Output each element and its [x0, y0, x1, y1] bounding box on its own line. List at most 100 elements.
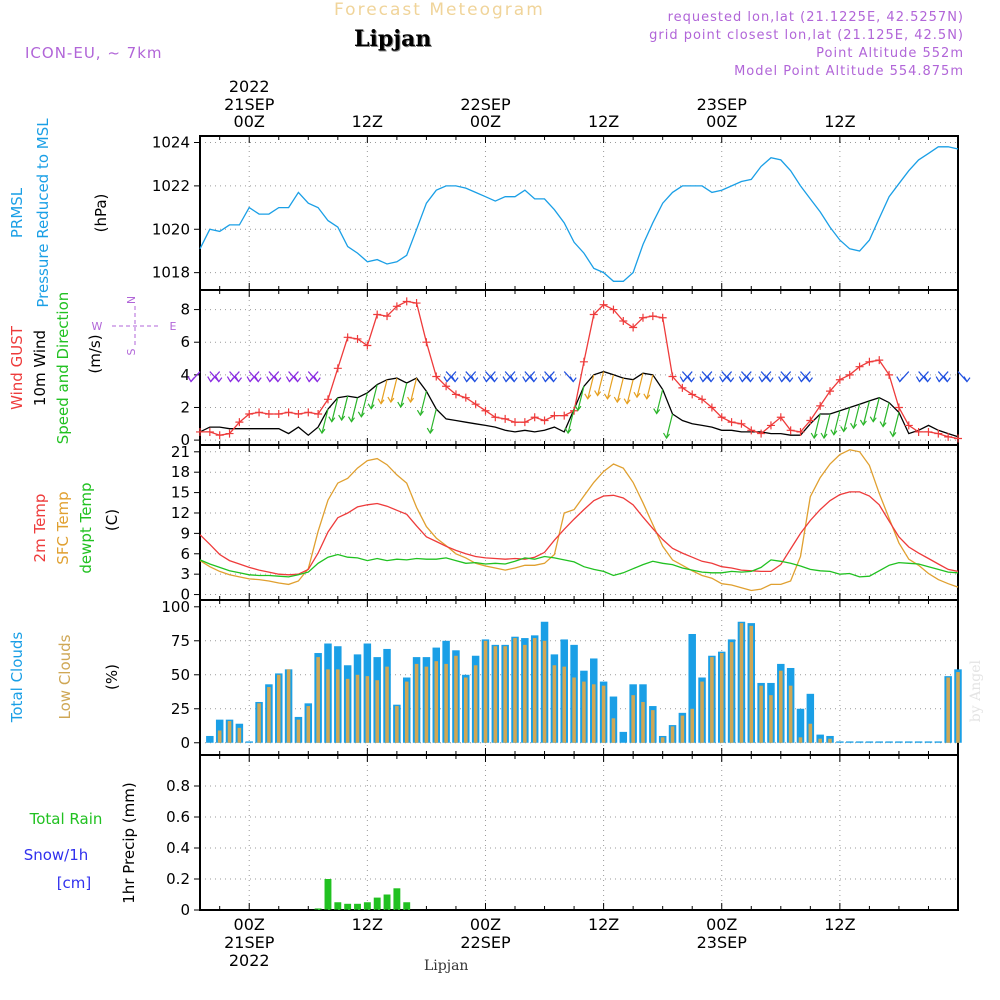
- gust-marker: [668, 372, 677, 381]
- wind-arrow-head: [699, 376, 707, 383]
- wind-arrow-head: [387, 396, 395, 404]
- gust-marker: [717, 413, 726, 422]
- wind-arrow-head: [463, 376, 471, 383]
- low-cloud-bar: [414, 663, 419, 743]
- wind-direction-arrow: [646, 374, 654, 399]
- top-hour-label: 00Z: [706, 112, 737, 131]
- top-hour-label: 00Z: [234, 112, 265, 131]
- y-tick-label: 25: [171, 700, 190, 718]
- gust-marker: [914, 427, 923, 436]
- gust-marker: [934, 429, 943, 438]
- wind-direction-arrow: [852, 404, 861, 429]
- sfc-temp-line: [199, 449, 959, 592]
- top-hour-label: 12Z: [352, 112, 383, 131]
- y-tick-label: 1024: [152, 134, 190, 152]
- wind-arrow-head: [510, 376, 518, 383]
- wind-speed-line: [199, 370, 959, 438]
- low-cloud-bar: [503, 646, 507, 743]
- top-date-label: 23SEP: [697, 95, 748, 114]
- low-cloud-bar: [385, 666, 389, 743]
- gust-marker: [678, 383, 687, 392]
- low-cloud-bar: [680, 715, 685, 743]
- low-cloud-bar: [217, 730, 222, 743]
- wind-arrow-head: [305, 376, 313, 383]
- gust-marker: [658, 313, 667, 322]
- top-hour-label: 12Z: [824, 112, 855, 131]
- gust-marker: [747, 426, 756, 435]
- low-cloud-bar: [582, 681, 586, 743]
- bottom-hour-label: 12Z: [824, 915, 855, 934]
- low-cloud-bar: [355, 674, 360, 743]
- wind-direction-arrow: [341, 395, 349, 421]
- gust-marker: [471, 400, 480, 409]
- low-cloud-bar: [542, 640, 547, 743]
- gust-marker: [875, 356, 884, 365]
- gust-marker: [579, 357, 588, 366]
- gust-marker: [944, 432, 953, 441]
- low-cloud-bar: [483, 640, 488, 743]
- wind-arrow-head: [482, 376, 490, 383]
- wind-arrow-head: [778, 376, 786, 383]
- pressure-line: [199, 146, 959, 282]
- low-cloud-bar: [227, 721, 232, 743]
- wind-arrow-head: [426, 427, 434, 435]
- rain-bar: [373, 897, 381, 910]
- wind-direction-arrow: [360, 392, 368, 417]
- wind-direction-arrow: [862, 400, 870, 426]
- panel-frame: [199, 599, 959, 756]
- compass-north: N: [125, 296, 138, 304]
- total-cloud-bar: [855, 741, 864, 743]
- low-cloud-bar: [424, 666, 429, 743]
- wind-direction-arrow: [419, 391, 427, 416]
- panel-pressure: 1018 1020 1022 1024: [152, 134, 959, 291]
- low-cloud-bar: [808, 723, 813, 743]
- wind-direction-arrow: [370, 384, 378, 409]
- gust-marker: [501, 414, 510, 423]
- low-cloud-bar: [611, 718, 616, 743]
- chart-title: Forecast Meteogram: [334, 0, 545, 20]
- ylabel-unit-percent: (%): [103, 664, 121, 690]
- bottom-hour-label: 00Z: [234, 915, 265, 934]
- low-cloud-bar: [345, 678, 350, 743]
- wind-arrow-head: [522, 376, 530, 383]
- ylabel-dewpt-temp: dewpt Temp: [77, 482, 95, 573]
- wind-arrow-head: [603, 393, 611, 400]
- wind-arrow-head: [285, 376, 293, 383]
- wind-arrow-head: [550, 376, 558, 383]
- panel-frame: [199, 444, 959, 601]
- low-cloud-bar: [779, 670, 783, 743]
- wind-arrow-head: [490, 376, 498, 383]
- wind-arrow-head: [443, 376, 451, 383]
- wind-arrow-head: [274, 376, 282, 383]
- wind-arrow-head: [347, 416, 355, 423]
- wind-direction-arrow: [409, 377, 418, 403]
- wind-arrow-head: [830, 429, 838, 436]
- low-cloud-bar: [591, 684, 596, 743]
- wind-arrow-head: [879, 421, 887, 428]
- y-tick-label: 0: [180, 586, 190, 604]
- total-cloud-bar: [934, 741, 943, 743]
- gust-marker: [314, 410, 323, 418]
- gust-marker: [894, 403, 903, 412]
- wind-direction-arrow: [606, 374, 615, 399]
- wind-arrow-head: [663, 432, 670, 440]
- gust-marker: [540, 416, 549, 425]
- rain-bar: [324, 879, 332, 910]
- wind-direction-arrow: [567, 408, 575, 434]
- gust-marker: [776, 413, 785, 422]
- gust-marker: [343, 333, 352, 342]
- gust-marker: [707, 403, 716, 412]
- top-date-label: 21SEP: [224, 95, 275, 114]
- y-tick-label: 21: [171, 443, 190, 461]
- wind-direction-arrow: [665, 413, 674, 439]
- ylabel-unit-c: (C): [103, 509, 121, 531]
- wind-direction-arrow: [429, 408, 437, 434]
- wind-arrow-head: [471, 376, 479, 383]
- gust-marker: [885, 370, 894, 379]
- rain-bar: [334, 902, 342, 910]
- low-cloud-bar: [670, 726, 675, 743]
- y-tick-label: 6: [180, 333, 190, 351]
- y-tick-label: 75: [171, 632, 190, 650]
- gust-marker: [520, 418, 529, 427]
- dewpoint-line: [199, 553, 959, 578]
